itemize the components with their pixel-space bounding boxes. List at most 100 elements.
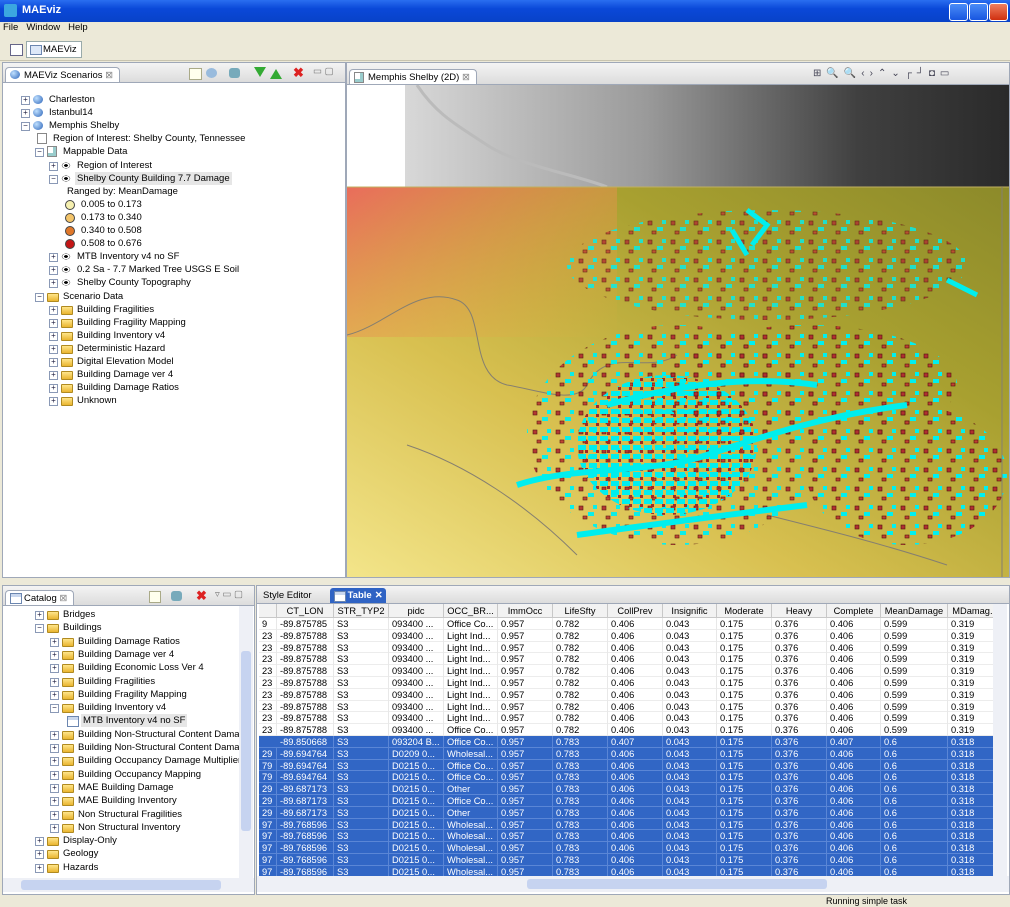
expander[interactable]: −	[35, 292, 44, 302]
table-row[interactable]: -89.850668 S3 093204 B... Office Co... 0.957…	[259, 736, 993, 748]
table-row[interactable]: 97 -89.768596 S3 D0215 0... Wholesal... 0.957…	[259, 830, 993, 843]
view-menu[interactable]: ▭ ▢	[313, 66, 334, 77]
expander[interactable]: −	[49, 174, 58, 184]
horizontal-scrollbar[interactable]	[3, 878, 254, 892]
close-button[interactable]	[989, 3, 1008, 21]
column-header[interactable]: pidc	[389, 604, 444, 618]
panel-tab[interactable]: MAEViz Scenarios ⊠	[5, 67, 121, 82]
expander[interactable]: +	[49, 279, 58, 289]
expander[interactable]: +	[49, 161, 58, 171]
expander[interactable]: +	[35, 850, 44, 860]
table-row[interactable]: 79 -89.694764 S3 D0215 0... Office Co... 0.95…	[259, 771, 993, 784]
tree-row[interactable]: Region of Interest: Shelby County, Tenne…	[3, 132, 343, 145]
table-row[interactable]: 29 -89.687173 S3 D0215 0... Other 0.957 0.783 0…	[259, 806, 993, 819]
expander[interactable]: +	[35, 863, 44, 873]
minimize-button[interactable]	[949, 3, 968, 21]
expander[interactable]: +	[35, 611, 44, 620]
expander[interactable]: +	[49, 358, 58, 367]
table-row[interactable]: 79 -89.694764 S3 D0215 0... Office Co... 0.95…	[259, 759, 993, 772]
open-perspective-button[interactable]	[10, 44, 23, 56]
tree-row[interactable]: + Region of Interest	[3, 159, 343, 172]
table-row[interactable]: 23 -89.875788 S3 093400 ... Light Ind... 0.95…	[259, 665, 993, 678]
expander[interactable]: +	[50, 677, 59, 687]
tree-row[interactable]: + Bridges	[3, 608, 239, 621]
up-button[interactable]	[270, 63, 282, 79]
scroll-thumb[interactable]	[241, 651, 251, 831]
expander[interactable]: +	[50, 637, 59, 647]
table-row[interactable]: 29 -89.694764 S3 D0209 0... Wholesal... 0.957…	[259, 747, 993, 760]
expander[interactable]: +	[49, 384, 58, 394]
tree-row[interactable]: − Scenario Data	[3, 290, 343, 303]
tree-row[interactable]: +0.2 Sa - 7.7 Marked Tree USGS E Soil	[3, 263, 343, 276]
tree-row[interactable]: + Istanbul14	[3, 106, 343, 119]
tree-row[interactable]: − Mappable Data	[3, 145, 343, 158]
tree-row[interactable]: + Charleston	[3, 93, 343, 106]
table-row[interactable]: 97 -89.768596 S3 D0215 0... Wholesal... 0.957…	[259, 818, 993, 831]
tree-row[interactable]: + Building Economic Loss Ver 4	[3, 661, 239, 674]
vertical-scrollbar[interactable]	[993, 604, 1007, 876]
expander[interactable]: +	[50, 810, 59, 820]
expander[interactable]: +	[49, 371, 58, 381]
tree-row[interactable]: + Building Inventory v4	[3, 329, 343, 342]
column-header[interactable]: Heavy	[772, 604, 827, 618]
column-header[interactable]: ImmOcc	[498, 604, 553, 618]
expander[interactable]: −	[21, 122, 30, 132]
tree-row[interactable]: + Building Damage ver 4	[3, 368, 343, 381]
maximize-button[interactable]	[969, 3, 988, 21]
refresh-button[interactable]	[171, 591, 182, 601]
tree-row[interactable]: − Memphis Shelby	[3, 119, 343, 132]
refresh-button[interactable]	[229, 68, 240, 78]
table-row[interactable]: 23 -89.875788 S3 093400 ... Light Ind... 0.95…	[259, 641, 993, 654]
tree-row[interactable]: − Buildings	[3, 621, 239, 634]
table-row[interactable]: 23 -89.875788 S3 093400 ... Light Ind... 0.95…	[259, 700, 993, 713]
scroll-thumb[interactable]	[527, 879, 827, 889]
view-menu[interactable]: ▿ ▭ ▢	[215, 589, 243, 600]
table-row[interactable]: 23 -89.875788 S3 093400 ... Light Ind... 0.95…	[259, 653, 993, 666]
expander[interactable]: +	[50, 690, 59, 700]
tree-row[interactable]: − Building Inventory v4	[3, 701, 239, 714]
table-row[interactable]: 97 -89.768596 S3 D0215 0... Wholesal... 0.957…	[259, 854, 993, 866]
tree-row[interactable]: + Display-Only	[3, 834, 239, 847]
table-row[interactable]: 29 -89.687173 S3 D0215 0... Office Co... 0.95…	[259, 795, 993, 807]
vertical-scrollbar[interactable]	[239, 606, 253, 878]
expander[interactable]: +	[50, 797, 59, 807]
expander[interactable]: +	[50, 823, 59, 833]
column-header[interactable]	[259, 604, 277, 618]
expander[interactable]: +	[50, 664, 59, 674]
expander[interactable]: +	[50, 650, 59, 660]
tree-row[interactable]: + Building Fragilities	[3, 303, 343, 316]
tree-row[interactable]: + Building Damage Ratios	[3, 635, 239, 648]
menu-item[interactable]: Window	[26, 22, 61, 33]
column-header[interactable]: Complete	[827, 604, 881, 618]
tree-row[interactable]: + Building Fragility Mapping	[3, 316, 343, 329]
tree-row[interactable]: + Shelby County Topography	[3, 276, 343, 289]
close-tab[interactable]: ✕	[374, 590, 383, 601]
expander[interactable]: +	[35, 837, 44, 847]
tree-row[interactable]: − Shelby County Building 7.7 Damage	[3, 171, 343, 185]
tree-row[interactable]: + Building Occupancy Mapping	[3, 768, 239, 781]
tree-row[interactable]: + Building Fragility Mapping	[3, 688, 239, 701]
table-row[interactable]: 97 -89.768596 S3 D0215 0... Wholesal... 0.957…	[259, 865, 993, 876]
expander[interactable]: +	[49, 253, 58, 263]
expander[interactable]: +	[49, 344, 58, 354]
tree-row[interactable]: Ranged by: MeanDamage	[3, 185, 343, 198]
tree-row[interactable]: + MAE Building Inventory	[3, 794, 239, 807]
column-header[interactable]: OCC_BR...	[444, 604, 498, 618]
tree-row[interactable]: + MTB Inventory v4 no SF	[3, 250, 343, 263]
panel-tab[interactable]: Table ✕	[329, 588, 386, 603]
expander[interactable]: +	[49, 397, 58, 407]
column-header[interactable]: Moderate	[717, 604, 772, 618]
table-row[interactable]: 23 -89.875788 S3 093400 ... Light Ind... 0.95…	[259, 688, 993, 701]
expander[interactable]: +	[49, 266, 58, 276]
delete-button[interactable]: ✖	[293, 65, 304, 80]
menu-item[interactable]: File	[3, 22, 19, 33]
tree-row[interactable]: + Unknown	[3, 394, 343, 407]
tree-row[interactable]: + Building Fragilities	[3, 675, 239, 688]
expander[interactable]: +	[21, 109, 30, 119]
expander[interactable]: +	[50, 770, 59, 780]
column-header[interactable]: CT_LON	[277, 604, 334, 618]
column-header[interactable]: STR_TYP2	[334, 604, 389, 618]
column-header[interactable]: MeanDamage	[881, 604, 948, 618]
new-button[interactable]	[149, 591, 161, 603]
expander[interactable]: +	[50, 744, 59, 753]
